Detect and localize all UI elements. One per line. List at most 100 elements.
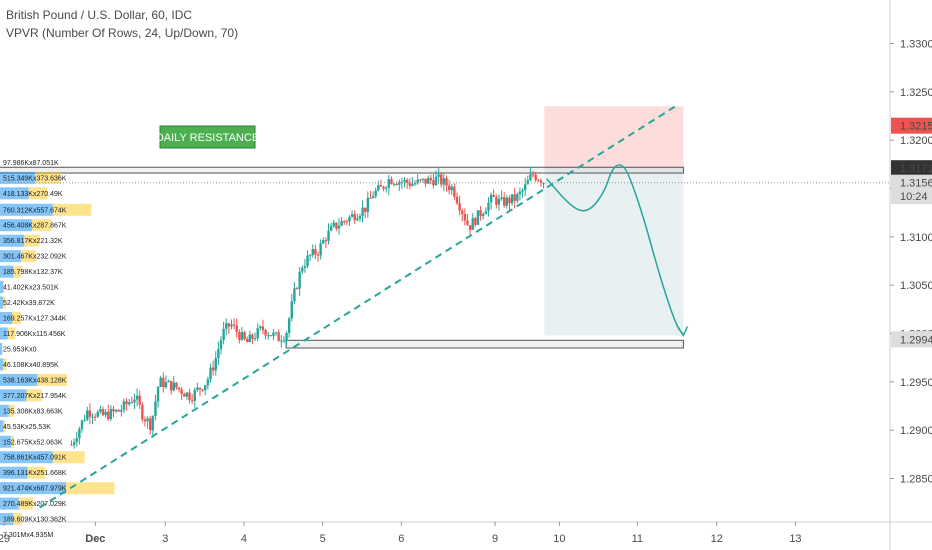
candle-body bbox=[209, 367, 212, 380]
vp-bar-down bbox=[13, 265, 22, 278]
candle-body bbox=[487, 202, 490, 212]
candle-body bbox=[316, 254, 320, 256]
chart-title: British Pound / U.S. Dollar, 60, IDC bbox=[6, 8, 192, 22]
candle-body bbox=[151, 416, 155, 431]
candle-body bbox=[505, 197, 509, 206]
candle-body bbox=[322, 240, 325, 244]
candle-body bbox=[382, 186, 385, 189]
price-badge-label: 10:24 bbox=[900, 191, 928, 203]
candle-body bbox=[358, 215, 362, 219]
vp-bar-down bbox=[66, 482, 115, 495]
candle-body bbox=[468, 225, 472, 230]
candle-body bbox=[327, 230, 330, 241]
x-tick-label: 12 bbox=[711, 533, 723, 545]
candle-body bbox=[235, 325, 238, 333]
candle-body bbox=[109, 408, 113, 420]
candle-body bbox=[282, 340, 286, 342]
candle-body bbox=[348, 216, 351, 222]
candle-body bbox=[403, 179, 406, 182]
candle-body bbox=[319, 243, 322, 256]
candle-body bbox=[264, 330, 267, 336]
candle-body bbox=[377, 185, 380, 191]
vp-bar-up bbox=[0, 312, 13, 325]
vp-label: 169.257Kx127.344K bbox=[3, 316, 67, 323]
vp-label: 41.402Kx23.501K bbox=[3, 285, 59, 292]
vp-bar-up bbox=[0, 497, 19, 510]
candle-body bbox=[356, 218, 359, 221]
candle-body bbox=[269, 335, 273, 337]
price-badge-label: 1.2994 bbox=[900, 334, 932, 346]
vp-bar-up bbox=[0, 466, 28, 479]
candle-body bbox=[141, 404, 144, 420]
candle-body bbox=[542, 182, 545, 184]
candle-body bbox=[497, 198, 501, 205]
candle-body bbox=[80, 420, 84, 429]
price-badge bbox=[891, 160, 932, 177]
vp-bar-down bbox=[35, 171, 61, 184]
candle-body bbox=[172, 382, 175, 391]
candle-body bbox=[251, 334, 254, 339]
x-tick-label: 3 bbox=[162, 533, 168, 545]
vp-label: 97.986Kx87.051K bbox=[3, 160, 59, 167]
resistance-zone bbox=[0, 166, 684, 174]
candle-body bbox=[366, 197, 370, 212]
vp-bar-up bbox=[0, 219, 32, 232]
candle-body bbox=[93, 416, 97, 418]
candle-body bbox=[463, 214, 467, 221]
candle-body bbox=[521, 190, 524, 192]
vp-label: 152.675Kx52.063K bbox=[3, 439, 63, 446]
vp-label: 418.133Kx270.49K bbox=[3, 191, 63, 198]
candle-body bbox=[175, 382, 178, 388]
candle-body bbox=[337, 225, 341, 229]
vp-bar-down bbox=[7, 327, 16, 340]
y-tick-label: 1.2950 bbox=[900, 377, 932, 389]
candle-body bbox=[306, 255, 309, 267]
candle-body bbox=[474, 218, 477, 225]
candle-body bbox=[340, 221, 343, 226]
candle-body bbox=[201, 389, 204, 391]
candle-body bbox=[156, 386, 160, 402]
candle-body bbox=[185, 392, 189, 397]
candle-body bbox=[537, 180, 540, 182]
candle-body bbox=[471, 218, 474, 230]
candle-body bbox=[162, 377, 165, 388]
candle-body bbox=[421, 178, 425, 180]
candle-body bbox=[188, 392, 191, 401]
indicator-label: VPVR (Number Of Rows, 24, Up/Down, 70) bbox=[6, 26, 238, 40]
candle-body bbox=[484, 211, 488, 215]
vp-bar-up bbox=[0, 281, 4, 294]
candle-body bbox=[295, 288, 299, 290]
candle-body bbox=[371, 196, 375, 199]
vp-label: 135.308Kx83.663K bbox=[3, 408, 63, 415]
candle-body bbox=[416, 179, 419, 184]
candle-body bbox=[364, 207, 367, 212]
vp-bar-down bbox=[31, 219, 52, 232]
candle-body bbox=[369, 197, 372, 199]
candle-body bbox=[324, 240, 328, 242]
candle-body bbox=[516, 194, 519, 201]
resistance-label-box bbox=[159, 125, 256, 149]
vp-bar-up bbox=[0, 342, 3, 355]
vp-label: 758.861Kx457.091K bbox=[3, 455, 67, 462]
candle-body bbox=[243, 332, 246, 339]
candle-body bbox=[413, 183, 417, 185]
candle-body bbox=[392, 183, 396, 185]
candle-body bbox=[104, 411, 107, 416]
candle-body bbox=[447, 185, 451, 191]
candle-body bbox=[248, 334, 252, 343]
candle-body bbox=[287, 318, 291, 333]
x-tick-label: Dec bbox=[85, 533, 105, 545]
candle-body bbox=[180, 389, 183, 394]
vp-label: 760.312Kx557.674K bbox=[3, 207, 67, 214]
candle-body bbox=[529, 174, 532, 181]
vp-label: 25.953Kx0 bbox=[3, 346, 37, 353]
candle-body bbox=[434, 176, 438, 186]
candle-body bbox=[154, 401, 157, 417]
chart-zones bbox=[0, 106, 684, 349]
vp-bar-up bbox=[0, 482, 66, 495]
candle-body bbox=[259, 326, 262, 329]
candle-body bbox=[130, 402, 134, 404]
candle-body bbox=[88, 410, 92, 417]
candle-body bbox=[450, 186, 453, 191]
